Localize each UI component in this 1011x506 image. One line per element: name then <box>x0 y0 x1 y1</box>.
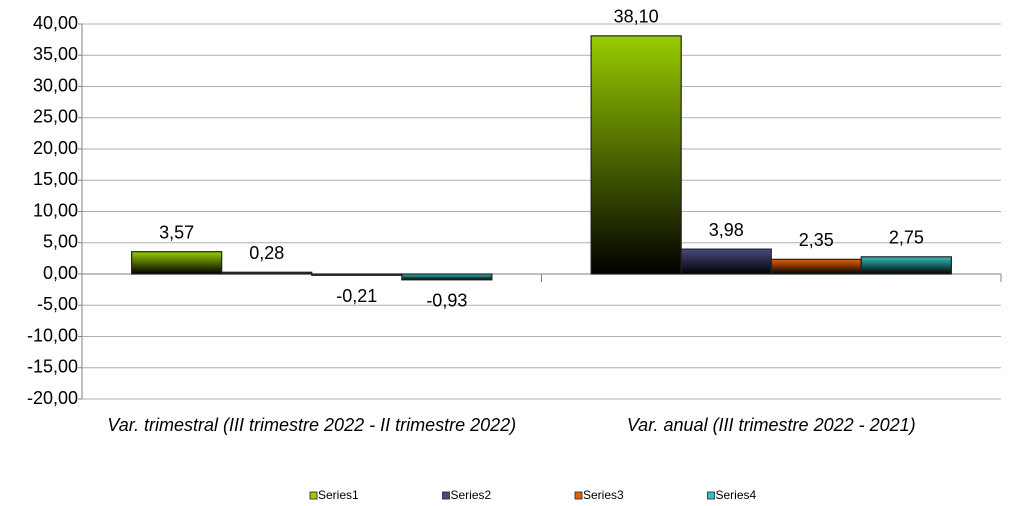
data-label: 2,35 <box>799 230 834 250</box>
y-tick-label: 20,00 <box>33 138 78 158</box>
y-tick-label: 10,00 <box>33 200 78 220</box>
bar <box>311 273 403 276</box>
legend-swatch <box>442 491 450 500</box>
legend-swatch <box>707 491 715 500</box>
data-label: 2,75 <box>889 228 924 248</box>
y-tick-label: 25,00 <box>33 107 78 127</box>
legend-swatch <box>574 491 583 500</box>
legend-label: Series3 <box>583 488 624 502</box>
x-tick-label-box: Var. anual (III trimestre 2022 - 2021) <box>626 415 916 435</box>
bar <box>860 256 952 275</box>
data-label: 3,98 <box>709 220 744 240</box>
y-tick-label: 35,00 <box>33 44 78 64</box>
y-tick-label: 0,00 <box>43 263 78 283</box>
bar <box>131 251 223 275</box>
bar <box>680 248 772 275</box>
data-label: -0,93 <box>426 291 467 311</box>
y-tick-label: -15,00 <box>27 357 78 377</box>
bar <box>590 35 682 275</box>
legend-swatch <box>309 491 318 500</box>
x-tick-label-box: Var. trimestral (III trimestre 2022 - II… <box>107 415 517 435</box>
y-tick-label: 40,00 <box>33 13 78 33</box>
legend-label: Series4 <box>716 488 757 502</box>
y-tick-label: 5,00 <box>43 232 78 252</box>
x-tick-label: Var. trimestral (III trimestre 2022 - II… <box>107 415 517 435</box>
legend-label: Series1 <box>318 488 359 502</box>
y-tick-label: 15,00 <box>33 169 78 189</box>
data-label: 0,28 <box>249 243 284 263</box>
y-tick-label: -5,00 <box>37 294 78 314</box>
data-label: -0,21 <box>336 286 377 306</box>
bar <box>401 273 493 281</box>
x-tick-label: Var. anual (III trimestre 2022 - 2021) <box>626 415 916 435</box>
y-tick-label: 30,00 <box>33 75 78 95</box>
bar <box>770 258 862 275</box>
bar <box>221 271 313 275</box>
data-label: 3,57 <box>159 222 194 242</box>
y-tick-label: -20,00 <box>27 388 78 408</box>
legend-label: Series2 <box>451 488 492 502</box>
data-label: 38,10 <box>614 7 659 27</box>
y-tick-label: -10,00 <box>27 325 78 345</box>
